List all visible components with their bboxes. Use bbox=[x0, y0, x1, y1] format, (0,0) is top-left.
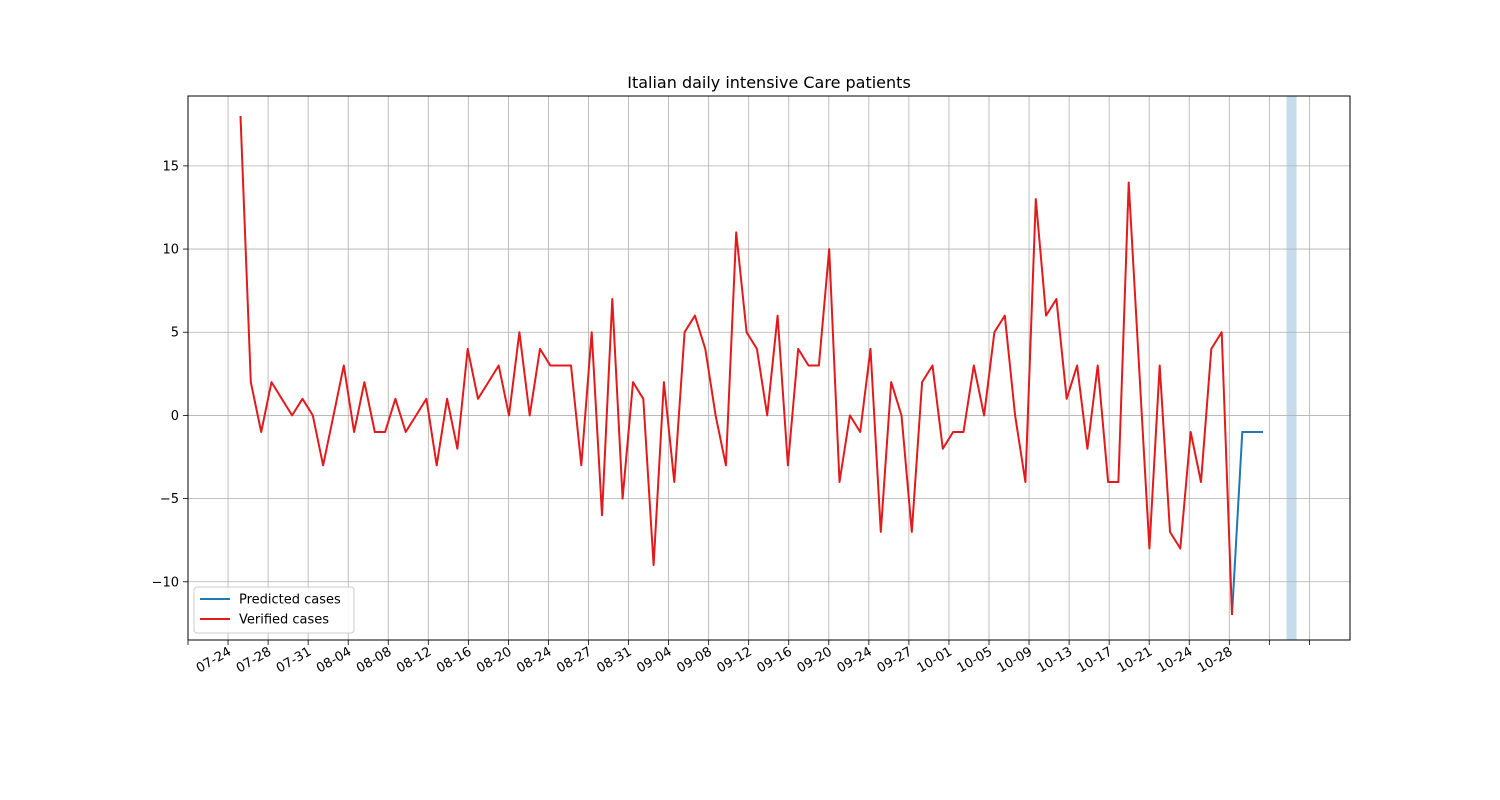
x-tick-label: 10-09 bbox=[995, 644, 1035, 676]
verified-cases-line bbox=[239, 115, 1233, 616]
x-tick-label: 10-21 bbox=[1115, 644, 1155, 676]
y-tick-label: 5 bbox=[171, 326, 179, 341]
x-tick-label: 08-12 bbox=[394, 644, 434, 676]
x-tick-label: 09-08 bbox=[674, 644, 714, 676]
legend-label: Predicted cases bbox=[239, 593, 341, 608]
x-tick-label: 08-16 bbox=[434, 644, 474, 676]
x-tick-label: 09-27 bbox=[875, 644, 915, 676]
x-tick-label: 09-04 bbox=[634, 644, 674, 676]
x-tick-label: 07-31 bbox=[274, 644, 314, 676]
x-tick-label: 10-17 bbox=[1075, 644, 1115, 676]
x-tick-label: 09-12 bbox=[714, 644, 754, 676]
y-tick-label: 15 bbox=[162, 159, 179, 174]
legend: Predicted cases Verified cases bbox=[193, 586, 355, 634]
x-tick-label: 10-24 bbox=[1155, 644, 1195, 676]
x-tick-label: 10-05 bbox=[955, 644, 995, 676]
x-tick-label: 08-20 bbox=[474, 644, 514, 676]
x-tick-label: 08-04 bbox=[314, 644, 354, 676]
x-tick-label: 07-28 bbox=[234, 644, 274, 676]
y-tick-label: −10 bbox=[152, 575, 179, 590]
y-tick-label: 0 bbox=[171, 409, 179, 424]
forecast-band bbox=[1286, 96, 1297, 640]
x-tick-label: 07-24 bbox=[194, 644, 234, 676]
x-tick-label: 09-20 bbox=[795, 644, 835, 676]
x-tick-label: 10-01 bbox=[915, 644, 955, 676]
x-tick-label: 10-28 bbox=[1195, 644, 1235, 676]
x-tick-label: 08-31 bbox=[594, 644, 634, 676]
x-tick-label: 10-13 bbox=[1035, 644, 1075, 676]
x-tick-label: 08-27 bbox=[554, 644, 594, 676]
x-tick-label: 09-24 bbox=[835, 644, 875, 676]
y-tick-label: −5 bbox=[160, 492, 179, 507]
legend-box bbox=[193, 586, 355, 634]
x-tick-label: 08-24 bbox=[514, 644, 554, 676]
x-tick-label: 08-08 bbox=[354, 644, 394, 676]
x-tick-label: 09-16 bbox=[755, 644, 795, 676]
chart-title: Italian daily intensive Care patients bbox=[627, 73, 911, 92]
legend-label: Verified cases bbox=[239, 613, 329, 628]
axes-frame bbox=[187, 95, 1351, 641]
y-tick-label: 10 bbox=[162, 243, 179, 258]
predicted-cases-line bbox=[1231, 431, 1263, 616]
